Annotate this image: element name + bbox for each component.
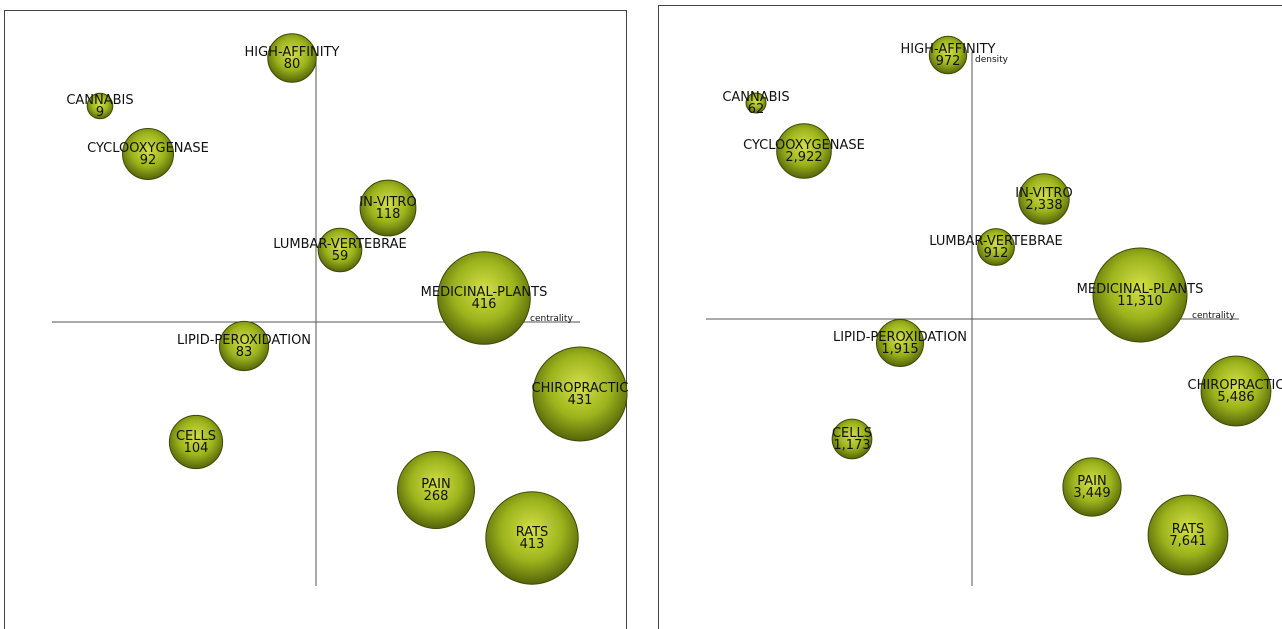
bubble-cannabis xyxy=(86,92,114,120)
right-panel-border xyxy=(658,5,1282,629)
bubble-cyclooxygenase xyxy=(776,123,832,179)
bubble-chiropractic xyxy=(532,346,628,442)
bubble-label: LIPID-PEROXIDATION xyxy=(833,330,967,345)
bubble-chiropractic xyxy=(1200,355,1272,427)
bubble-medicinal-plants xyxy=(1092,247,1188,343)
bubble-label: CELLS xyxy=(176,429,216,444)
bubble-label: CELLS xyxy=(832,426,872,441)
bubble-value: 912 xyxy=(984,246,1009,261)
bubble-value: 413 xyxy=(520,537,545,552)
bubble-lumbar-vertebrae xyxy=(317,227,363,273)
bubble-label: CANNABIS xyxy=(66,93,133,108)
bubble-cyclooxygenase xyxy=(122,128,174,180)
bubble-label: LIPID-PEROXIDATION xyxy=(177,333,311,348)
bubble-value: 80 xyxy=(284,57,301,72)
bubble-label: RATS xyxy=(516,525,549,540)
bubble-high-affinity xyxy=(928,35,968,75)
left-x-axis-label: centrality xyxy=(530,314,573,324)
bubble-lumbar-vertebrae xyxy=(977,228,1015,266)
bubble-in-vitro xyxy=(359,179,417,237)
bubble-value: 416 xyxy=(472,297,497,312)
bubble-cells xyxy=(831,418,873,460)
bubble-label: HIGH-AFFINITY xyxy=(901,42,996,57)
bubble-value: 2,922 xyxy=(785,150,822,165)
bubble-label: LUMBAR-VERTEBRAE xyxy=(273,237,406,252)
bubble-value: 11,310 xyxy=(1117,294,1163,309)
bubble-label: RATS xyxy=(1172,522,1205,537)
bubble-label: MEDICINAL-PLANTS xyxy=(1077,282,1204,297)
right-y-axis-label: density xyxy=(975,55,1009,65)
bubble-medicinal-plants xyxy=(437,251,531,345)
bubble-pain xyxy=(1062,457,1122,517)
bubble-label: CYCLOOXYGENASE xyxy=(743,138,865,153)
bubble-pain xyxy=(397,451,475,529)
bubble-value: 7,641 xyxy=(1169,534,1206,549)
bubble-value: 431 xyxy=(568,393,593,408)
bubble-label: MEDICINAL-PLANTS xyxy=(421,285,548,300)
bubble-value: 3,449 xyxy=(1073,486,1110,501)
bubble-value: 5,486 xyxy=(1217,390,1254,405)
bubble-value: 1,915 xyxy=(881,342,918,357)
right-x-axis-label: centrality xyxy=(1192,311,1235,321)
bubble-label: CANNABIS xyxy=(722,90,789,105)
bubble-cannabis xyxy=(745,92,767,114)
bubble-label: CYCLOOXYGENASE xyxy=(87,141,209,156)
bubble-rats xyxy=(1147,494,1229,576)
bubble-value: 2,338 xyxy=(1025,198,1062,213)
bubble-label: CHIROPRACTIC xyxy=(1188,378,1282,393)
bubble-value: 59 xyxy=(332,249,349,264)
bubble-value: 268 xyxy=(424,489,449,504)
bubble-value: 9 xyxy=(96,105,104,120)
bubble-label: HIGH-AFFINITY xyxy=(245,45,340,60)
bubble-label: PAIN xyxy=(421,477,450,492)
bubble-lipid-peroxidation xyxy=(218,320,270,372)
bubble-value: 1,173 xyxy=(833,438,870,453)
bubble-cells xyxy=(168,414,224,470)
bubble-lipid-peroxidation xyxy=(876,319,924,367)
bubble-value: 92 xyxy=(140,153,157,168)
bubble-value: 62 xyxy=(748,102,765,117)
bubble-value: 972 xyxy=(936,54,961,69)
bubble-label: IN-VITRO xyxy=(359,195,416,210)
bubble-label: CHIROPRACTIC xyxy=(532,381,629,396)
bubble-label: PAIN xyxy=(1077,474,1106,489)
bubble-label: LUMBAR-VERTEBRAE xyxy=(929,234,1062,249)
bubble-high-affinity xyxy=(267,33,317,83)
bubble-value: 104 xyxy=(184,441,209,456)
bubble-label: IN-VITRO xyxy=(1015,186,1072,201)
bubble-rats xyxy=(485,491,579,585)
bubble-value: 83 xyxy=(236,345,253,360)
bubble-value: 118 xyxy=(376,207,401,222)
left-panel-border xyxy=(4,10,627,629)
bubble-in-vitro xyxy=(1018,173,1070,225)
